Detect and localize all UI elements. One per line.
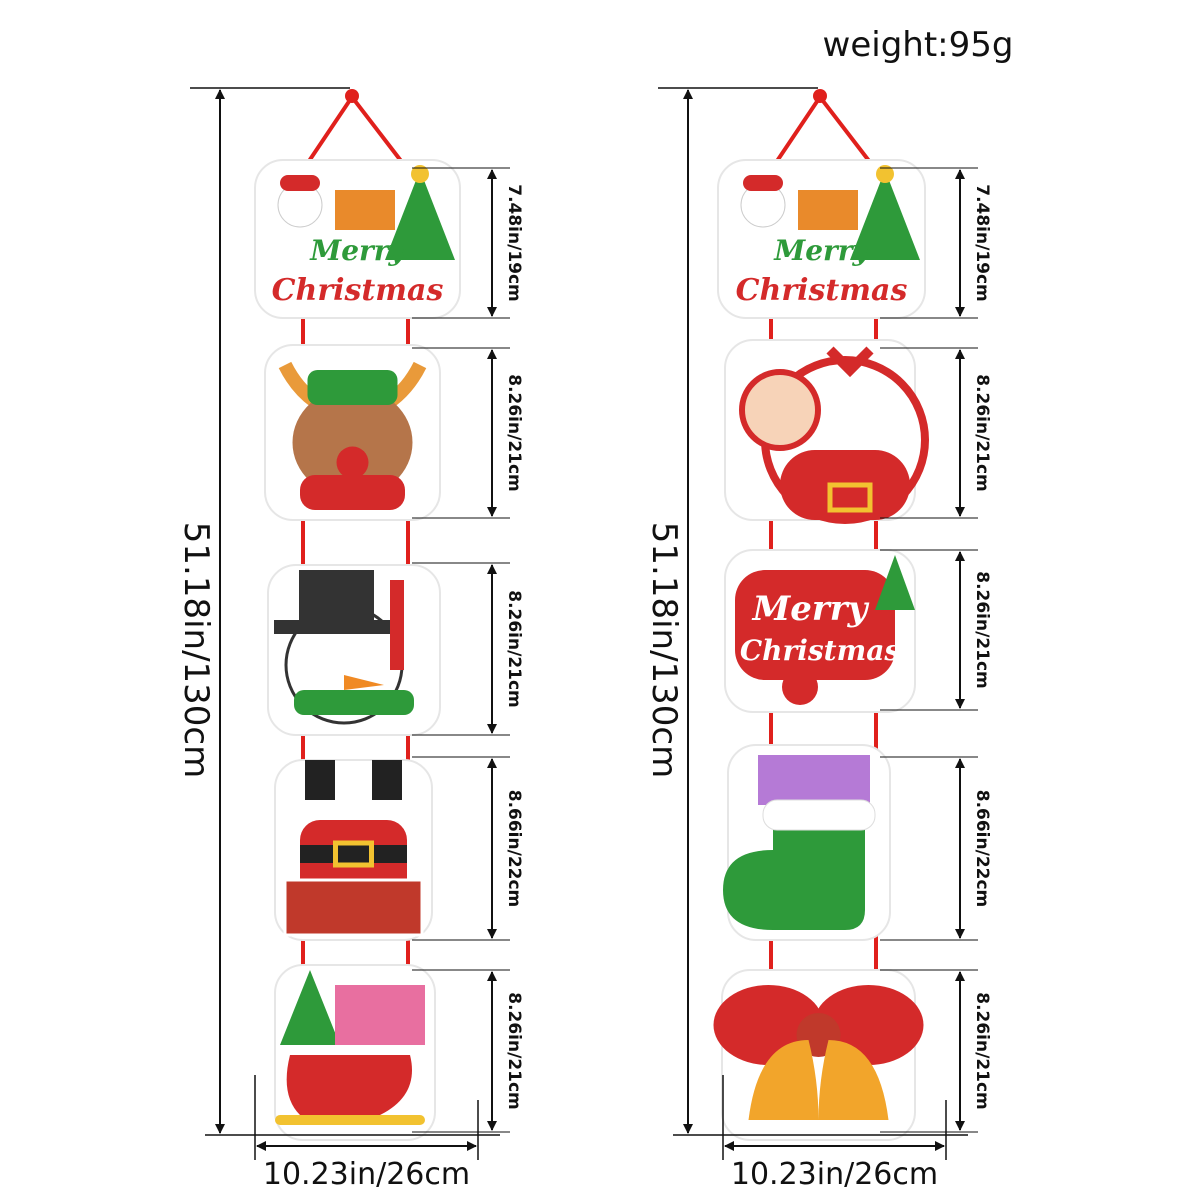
hat-icon <box>280 175 320 191</box>
boot-icon <box>305 760 335 800</box>
width-label: 10.23in/26cm <box>731 1157 938 1192</box>
merry-logo-text: Merry <box>309 234 406 267</box>
total-height-label: 51.18in/130cm <box>644 522 684 779</box>
segment-height-label: 8.26in/21cm <box>504 992 524 1110</box>
star-icon <box>411 165 429 183</box>
christmas-tree-icon <box>280 970 340 1045</box>
ornament-santa-in-chimney <box>274 759 433 941</box>
sleigh-icon <box>286 1055 412 1115</box>
width-label: 10.23in/26cm <box>263 1157 470 1192</box>
belt-icon <box>300 845 407 863</box>
ornament-stocking-with-gifts <box>723 744 891 941</box>
segment-height-label: 8.66in/22cm <box>504 790 524 908</box>
segment-height-label: 8.26in/21cm <box>972 374 992 492</box>
merry-logo-text: Merry <box>773 234 870 267</box>
segment-height-label: 7.48in/19cm <box>972 184 992 302</box>
hat-brim-icon <box>274 620 399 634</box>
scarf-icon <box>294 690 414 715</box>
stocking-icon <box>723 825 865 930</box>
bell-icon <box>818 1040 889 1120</box>
bow-icon <box>826 346 874 378</box>
santa-face-icon <box>739 369 821 451</box>
gifts-icon <box>758 755 870 805</box>
segment-height-label: 8.66in/22cm <box>972 790 992 908</box>
ornament-reindeer <box>264 344 441 521</box>
segment-height-label: 8.26in/21cm <box>972 571 992 689</box>
gifts-icon <box>335 985 425 1045</box>
christmas-logo-text: Christmas <box>272 273 444 308</box>
segment-height-label: 8.26in/21cm <box>504 374 524 492</box>
bell-icon <box>748 1040 819 1120</box>
stocking-cuff-icon <box>762 799 876 831</box>
star-icon <box>876 165 894 183</box>
ornament-snowman-top-hat <box>267 564 441 736</box>
ornament-santa-with-sack <box>724 339 929 524</box>
panel-2: Merry Christmas Merry Christmas 51.18in/130c… <box>644 87 992 1192</box>
red-nose-icon <box>336 446 369 479</box>
gift-icon <box>335 190 395 230</box>
hanging-loop-knob <box>345 89 359 103</box>
sign-shape <box>735 570 895 680</box>
christmas-tree-icon <box>875 555 915 610</box>
christmas-logo-text: Christmas <box>740 634 900 667</box>
segment-height-label: 7.48in/19cm <box>504 184 524 302</box>
segment-height-label: 8.26in/21cm <box>504 590 524 708</box>
ornament-snowman-tree-merry-christmas: Merry Christmas <box>254 159 461 319</box>
ornament-merry-christmas-sign: Merry Christmas <box>724 549 916 713</box>
elf-hat-icon <box>307 370 398 405</box>
total-height-label: 51.18in/130cm <box>176 522 216 779</box>
hanging-loop-knob <box>813 89 827 103</box>
christmas-tree-icon <box>850 170 920 260</box>
merry-logo-text: Merry <box>752 589 870 629</box>
segment-height-label: 8.26in/21cm <box>972 992 992 1110</box>
panel-1: Merry Christmas 51.18in/130cm 10.23in/26cm 7… <box>176 87 524 1192</box>
christmas-logo-text: Christmas <box>736 273 908 308</box>
hat-icon <box>743 175 783 191</box>
candy-cane-icon <box>390 580 404 670</box>
carrot-nose-icon <box>344 675 384 690</box>
boot-icon <box>372 760 402 800</box>
scarf-icon <box>300 475 405 510</box>
weight-label: weight:95g <box>823 25 1014 65</box>
ornament-sleigh-with-gifts <box>274 964 436 1141</box>
gift-icon <box>798 190 858 230</box>
ornament-snowman-tree-merry-christmas: Merry Christmas <box>717 159 926 319</box>
belt-buckle-icon <box>333 840 374 868</box>
top-hat-icon <box>299 570 374 625</box>
santa-icon <box>782 669 818 705</box>
christmas-tree-icon <box>385 170 455 260</box>
ornament-bow-and-bells <box>713 969 924 1141</box>
chimney-icon <box>283 878 424 937</box>
reindeer-head-icon <box>292 387 413 498</box>
belt-buckle-icon <box>827 482 873 513</box>
